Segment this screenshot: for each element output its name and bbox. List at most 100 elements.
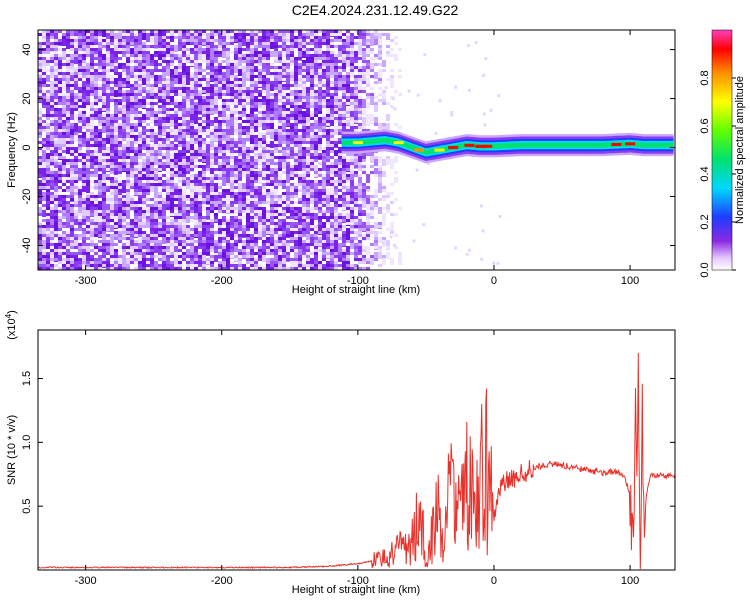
heatmap-cell bbox=[294, 201, 298, 204]
heatmap-cell bbox=[250, 42, 254, 45]
heatmap-cell bbox=[246, 186, 250, 189]
heatmap-cell bbox=[218, 246, 222, 249]
heatmap-cell bbox=[146, 180, 150, 183]
heatmap-cell bbox=[254, 51, 258, 58]
heatmap-cell bbox=[274, 249, 278, 252]
heatmap-cell bbox=[46, 90, 50, 93]
heatmap-cell bbox=[190, 63, 194, 66]
heatmap-cell bbox=[266, 147, 270, 150]
heatmap-cell bbox=[62, 231, 66, 234]
heatmap-cell bbox=[166, 180, 170, 183]
heatmap-cell bbox=[102, 57, 106, 60]
heatmap-cell bbox=[126, 54, 130, 57]
heatmap-cell bbox=[122, 126, 126, 129]
heatmap-cell bbox=[186, 126, 190, 129]
heatmap-cell bbox=[250, 87, 254, 90]
heatmap-cell bbox=[70, 174, 74, 177]
heatmap-cell bbox=[102, 219, 106, 222]
heatmap-cell bbox=[238, 69, 242, 76]
heatmap-cell bbox=[62, 261, 66, 264]
heatmap-cell bbox=[146, 36, 150, 39]
heatmap-cell bbox=[314, 225, 318, 228]
heatmap-cell bbox=[242, 57, 246, 60]
heatmap-cell bbox=[298, 114, 302, 117]
heatmap-cell bbox=[46, 132, 50, 135]
heatmap-cell bbox=[326, 129, 330, 132]
heatmap-cell bbox=[134, 129, 138, 132]
heatmap-cell bbox=[330, 120, 334, 123]
heatmap-cell bbox=[234, 165, 238, 168]
heatmap-cell bbox=[150, 57, 154, 60]
heatmap-cell bbox=[214, 96, 218, 99]
heatmap-cell bbox=[302, 87, 306, 94]
heatmap-cell bbox=[174, 57, 178, 60]
heatmap-cell bbox=[330, 75, 334, 78]
heatmap-cell bbox=[110, 150, 114, 153]
heatmap-cell bbox=[42, 63, 46, 66]
heatmap-cell bbox=[86, 243, 90, 246]
heatmap-cell bbox=[70, 231, 74, 234]
heatmap-cell bbox=[190, 144, 194, 151]
heatmap-cell bbox=[242, 114, 246, 117]
heatmap-cell bbox=[158, 198, 162, 201]
heatmap-cell bbox=[314, 261, 318, 264]
heatmap-cell bbox=[290, 213, 294, 216]
heatmap-cell bbox=[310, 189, 314, 192]
heatmap-cell bbox=[198, 78, 202, 81]
heatmap-cell bbox=[250, 99, 254, 102]
heatmap-cell bbox=[94, 114, 98, 117]
heatmap-cell bbox=[306, 63, 310, 66]
heatmap-cell bbox=[74, 210, 78, 213]
heatmap-cell bbox=[258, 60, 262, 63]
heatmap-cell bbox=[130, 99, 134, 102]
heatmap-cell bbox=[78, 267, 82, 270]
heatmap-cell bbox=[90, 60, 94, 63]
heatmap-cell bbox=[62, 33, 66, 36]
heatmap-cell bbox=[294, 144, 298, 147]
heatmap-cell bbox=[174, 54, 178, 57]
heatmap-cell bbox=[90, 243, 94, 246]
heatmap-cell bbox=[278, 57, 282, 60]
heatmap-cell bbox=[242, 42, 246, 45]
heatmap-cell bbox=[50, 60, 54, 63]
heatmap-cell bbox=[218, 195, 222, 198]
heatmap-cell bbox=[322, 39, 326, 42]
heatmap-cell bbox=[302, 138, 306, 141]
heatmap-cell bbox=[158, 177, 162, 180]
heatmap-cell bbox=[70, 36, 74, 39]
heatmap-cell bbox=[150, 126, 154, 129]
heatmap-cell bbox=[246, 213, 250, 216]
heatmap-cell bbox=[90, 159, 94, 162]
heatmap-cell bbox=[158, 234, 162, 237]
heatmap-cell bbox=[190, 255, 194, 258]
heatmap-cell bbox=[146, 204, 150, 207]
heatmap-cell bbox=[82, 261, 86, 264]
heatmap-cell bbox=[194, 240, 198, 243]
heatmap-cell bbox=[258, 159, 262, 162]
heatmap-cell bbox=[122, 225, 126, 228]
heatmap-cell bbox=[98, 255, 102, 258]
heatmap-cell bbox=[178, 255, 182, 258]
heatmap-cell bbox=[78, 228, 82, 231]
heatmap-cell bbox=[146, 225, 150, 228]
heatmap-cell bbox=[170, 183, 174, 186]
heatmap-cell bbox=[222, 84, 226, 87]
heatmap-cell bbox=[302, 150, 306, 153]
heatmap-cell bbox=[82, 144, 86, 147]
heatmap-cell bbox=[102, 231, 106, 234]
heatmap-cell bbox=[326, 210, 330, 213]
heatmap-cell bbox=[266, 63, 270, 66]
heatmap-cell bbox=[286, 93, 290, 96]
heatmap-cell bbox=[298, 165, 302, 168]
heatmap-cell bbox=[94, 258, 98, 261]
heatmap-cell bbox=[162, 57, 166, 60]
heatmap-cell bbox=[226, 129, 230, 132]
heatmap-cell bbox=[250, 171, 254, 174]
heatmap-cell bbox=[310, 237, 314, 240]
heatmap-cell bbox=[106, 63, 110, 66]
heatmap-cell bbox=[278, 147, 282, 150]
heatmap-cell bbox=[134, 255, 138, 258]
heatmap-cell bbox=[166, 198, 170, 201]
heatmap-cell bbox=[254, 237, 258, 240]
heatmap-cell bbox=[234, 30, 238, 33]
